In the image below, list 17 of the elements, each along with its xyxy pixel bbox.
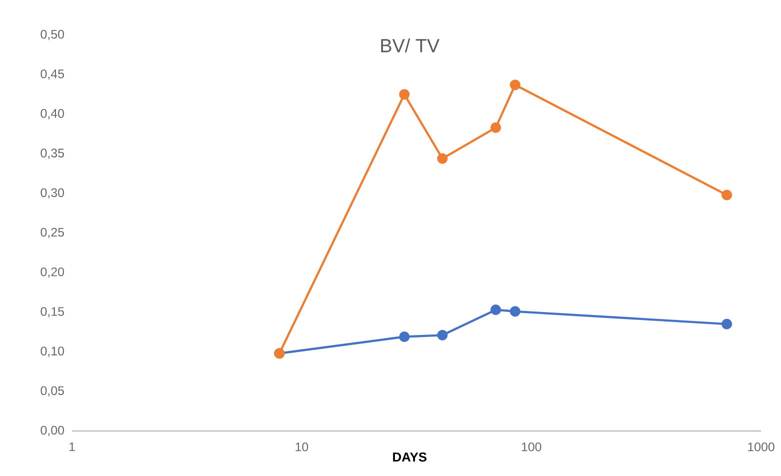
y-tick-label: 0,40	[40, 109, 64, 120]
y-tick-label: 0,45	[40, 69, 64, 80]
x-tick-label: 100	[522, 442, 542, 452]
y-tick-label: 0,15	[40, 307, 64, 318]
y-tick-label: 0,30	[40, 188, 64, 199]
y-tick-label: 0,25	[40, 228, 64, 238]
x-tick-label: 1	[69, 442, 75, 452]
x-tick-label: 10	[296, 442, 308, 452]
chart-title: BV/ TV	[381, 38, 440, 52]
x-tick-label: 1000	[748, 442, 774, 452]
x-axis-title: DAYS	[393, 452, 427, 462]
y-tick-label: 0,05	[40, 386, 64, 397]
y-tick-label: 0,00	[40, 426, 64, 436]
y-tick-label: 0,50	[40, 30, 64, 40]
y-tick-label: 0,20	[40, 267, 64, 278]
y-tick-label: 0,35	[40, 148, 64, 159]
y-tick-label: 0,10	[40, 346, 64, 357]
